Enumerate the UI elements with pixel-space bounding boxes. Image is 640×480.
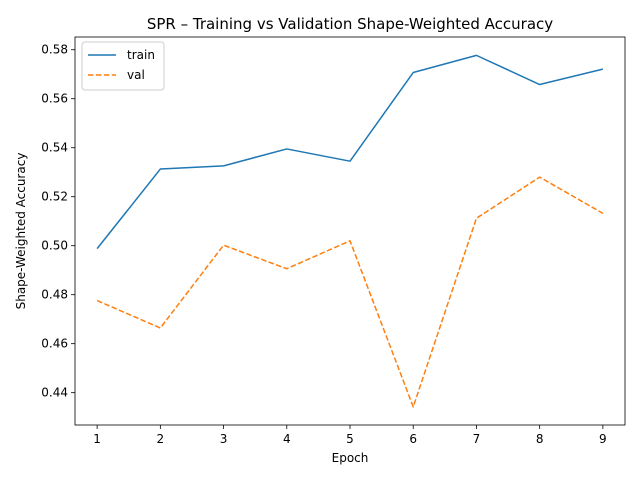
x-tick-label: 1 xyxy=(93,432,101,446)
x-tick-label: 3 xyxy=(220,432,228,446)
series-line-train xyxy=(96,54,604,250)
x-tick-label: 2 xyxy=(157,432,165,446)
y-tick-label: 0.54 xyxy=(41,141,68,155)
y-tick-label: 0.44 xyxy=(41,386,68,400)
y-axis-label: Shape-Weighted Accuracy xyxy=(14,153,28,310)
plot-frame xyxy=(74,36,626,426)
legend-label-val: val xyxy=(127,68,145,82)
y-tick-label: 0.58 xyxy=(41,43,68,57)
x-tick-label: 9 xyxy=(599,432,607,446)
plot-background xyxy=(75,37,625,425)
x-tick-label: 5 xyxy=(346,432,354,446)
legend-box xyxy=(81,41,165,91)
series-layer xyxy=(96,54,604,408)
y-tick-label: 0.50 xyxy=(41,239,68,253)
plot-area xyxy=(75,37,625,425)
y-tick-label: 0.56 xyxy=(41,92,68,106)
legend: train val xyxy=(81,41,165,91)
x-axis-ticks: 1 2 3 4 5 6 7 8 9 xyxy=(93,425,607,446)
legend-label-train: train xyxy=(127,48,155,62)
series-line-val xyxy=(96,176,604,408)
x-axis-label: Epoch xyxy=(332,451,369,465)
x-tick-label: 8 xyxy=(536,432,544,446)
x-tick-label: 6 xyxy=(409,432,417,446)
y-tick-label: 0.46 xyxy=(41,337,68,351)
chart-title: SPR – Training vs Validation Shape-Weigh… xyxy=(147,15,553,33)
y-axis-ticks: 0.44 0.46 0.48 0.50 0.52 0.54 0.56 0.58 xyxy=(41,43,75,400)
x-tick-label: 7 xyxy=(473,432,481,446)
y-tick-label: 0.52 xyxy=(41,190,68,204)
y-tick-label: 0.48 xyxy=(41,288,68,302)
x-tick-label: 4 xyxy=(283,432,291,446)
